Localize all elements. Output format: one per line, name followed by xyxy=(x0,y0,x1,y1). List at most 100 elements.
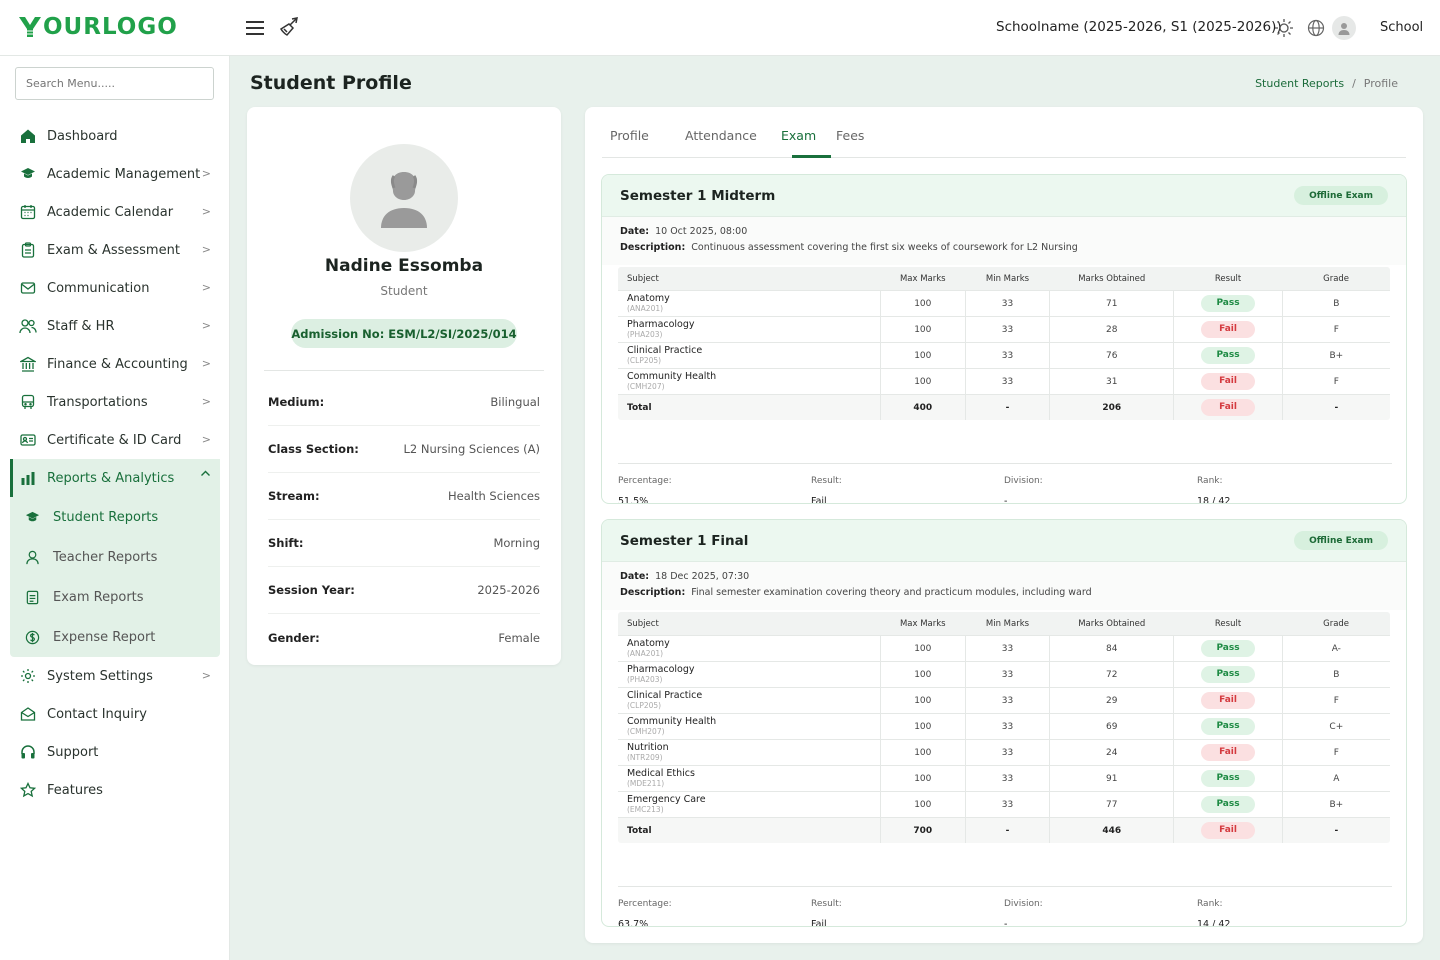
sun-icon[interactable] xyxy=(1273,17,1295,39)
marks-obtained-cell: 29 xyxy=(1049,687,1174,714)
school-session-label[interactable]: Schoolname (2025-2026, S1 (2025-2026)) xyxy=(996,19,1282,35)
summary-value: 51.5% xyxy=(618,496,649,504)
graduation-cap-icon xyxy=(24,509,40,525)
profile-tabs: Profile Attendance Exam Fees xyxy=(602,107,1406,158)
summary-label: Result: xyxy=(811,476,842,486)
max-marks-cell: 100 xyxy=(879,316,966,343)
grade-cell: B+ xyxy=(1281,791,1390,818)
sidebar-item-reports-analytics[interactable]: Reports & Analytics xyxy=(10,459,220,497)
sidebar-item-transportations[interactable]: Transportations > xyxy=(10,383,220,421)
summary-label: Division: xyxy=(1004,899,1043,909)
max-marks-cell: 100 xyxy=(879,713,966,740)
profile-detail-key: Class Section: xyxy=(268,442,359,456)
sidebar-item-certificate-id-card[interactable]: Certificate & ID Card > xyxy=(10,421,220,459)
clear-cache-icon[interactable] xyxy=(278,16,300,38)
sidebar-item-academic-calendar[interactable]: Academic Calendar > xyxy=(10,193,220,231)
tab-fees[interactable]: Fees xyxy=(836,128,865,143)
sidebar-item-contact-inquiry[interactable]: Contact Inquiry xyxy=(10,695,220,733)
submenu-item-label: Expense Report xyxy=(53,629,156,645)
home-icon xyxy=(19,127,37,145)
envelope-open-icon xyxy=(19,705,37,723)
sidebar-item-communication[interactable]: Communication > xyxy=(10,269,220,307)
summary-label: Rank: xyxy=(1197,476,1223,486)
grade-cell: B+ xyxy=(1281,342,1390,369)
result-badge: Fail xyxy=(1201,744,1256,761)
user-role-label[interactable]: School xyxy=(1380,20,1424,35)
result-badge: Fail xyxy=(1201,822,1256,839)
marks-obtained-cell: 91 xyxy=(1049,765,1174,792)
total-label: Total xyxy=(618,394,881,420)
subject-code: (NTR209) xyxy=(627,753,663,762)
sidebar-item-exam-assessment[interactable]: Exam & Assessment > xyxy=(10,231,220,269)
grade-cell: F xyxy=(1281,739,1390,766)
exam-card-header: Semester 1 Final Offline Exam xyxy=(602,520,1406,562)
min-marks-cell: 33 xyxy=(964,635,1050,662)
tab-exam[interactable]: Exam xyxy=(781,128,817,143)
profile-detail-value: Health Sciences xyxy=(448,489,540,503)
description-label: Description: xyxy=(620,587,686,598)
submenu-item-expense-report[interactable]: Expense Report xyxy=(10,617,220,657)
active-tab-indicator xyxy=(792,155,831,158)
summary-value: Fail xyxy=(811,496,827,504)
menu-toggle-icon[interactable] xyxy=(244,18,266,38)
table-row: Pharmacology (PHA203) 100 33 72 Pass B xyxy=(618,661,1390,688)
tab-attendance[interactable]: Attendance xyxy=(685,128,757,143)
submenu-item-label: Exam Reports xyxy=(53,589,144,605)
sidebar-item-staff-hr[interactable]: Staff & HR > xyxy=(10,307,220,345)
marks-obtained-cell: 28 xyxy=(1049,316,1174,343)
breadcrumb-student-reports[interactable]: Student Reports xyxy=(1255,77,1345,90)
total-result-cell: Fail xyxy=(1173,817,1283,843)
submenu-item-student-reports[interactable]: Student Reports xyxy=(10,497,220,537)
grade-cell: A- xyxy=(1281,635,1390,662)
min-marks-cell: 33 xyxy=(964,765,1050,792)
profile-detail-value: Female xyxy=(498,630,540,645)
sidebar-item-features[interactable]: Features xyxy=(10,771,220,809)
subject-cell: Pharmacology (PHA203) xyxy=(618,316,881,343)
subject-code: (PHA203) xyxy=(627,675,663,684)
chevron-right-icon: > xyxy=(201,243,211,256)
sidebar-item-label: Exam & Assessment xyxy=(47,242,180,258)
marks-obtained-cell: 69 xyxy=(1049,713,1174,740)
subject-cell: Anatomy (ANA201) xyxy=(618,635,881,662)
tab-profile[interactable]: Profile xyxy=(610,128,649,143)
total-grade-cell: - xyxy=(1281,394,1390,420)
result-badge: Pass xyxy=(1201,347,1256,364)
summary-value: - xyxy=(1004,919,1008,927)
logo[interactable]: OURLOGO xyxy=(18,14,178,40)
result-badge: Pass xyxy=(1201,295,1256,312)
mail-icon xyxy=(19,279,37,297)
total-row: Total 400-206 Fail - xyxy=(618,394,1390,420)
exam-type-badge: Offline Exam xyxy=(1294,186,1388,205)
id-card-icon xyxy=(19,431,37,449)
grade-cell: B xyxy=(1281,661,1390,688)
sidebar-item-system-settings[interactable]: System Settings > xyxy=(10,657,220,695)
profile-detail-key: Session Year: xyxy=(268,583,355,597)
table-row: Community Health (CMH207) 100 33 69 Pass C+ xyxy=(618,713,1390,740)
total-max-cell: 400 xyxy=(879,394,966,420)
exam-card: Semester 1 Midterm Offline Exam Date: 10 Oc… xyxy=(601,174,1407,504)
submenu-item-exam-reports[interactable]: Exam Reports xyxy=(10,577,220,617)
total-obtained-cell: 446 xyxy=(1049,817,1174,843)
total-grade-cell: - xyxy=(1281,817,1390,843)
sidebar-item-finance-accounting[interactable]: Finance & Accounting > xyxy=(10,345,220,383)
user-avatar[interactable] xyxy=(1332,16,1356,40)
min-marks-cell: 33 xyxy=(964,316,1050,343)
sidebar-item-academic-management[interactable]: Academic Management > xyxy=(10,155,220,193)
chevron-right-icon: > xyxy=(201,205,211,218)
submenu-item-teacher-reports[interactable]: Teacher Reports xyxy=(10,537,220,577)
date-label: Date: xyxy=(620,571,650,582)
exam-type-badge: Offline Exam xyxy=(1294,531,1388,550)
sidebar-item-support[interactable]: Support xyxy=(10,733,220,771)
sidebar: Dashboard Academic Management > Academic… xyxy=(0,56,230,960)
subject-code: (ANA201) xyxy=(627,304,664,313)
sidebar-item-label: Features xyxy=(47,782,103,798)
max-marks-cell: 100 xyxy=(879,791,966,818)
globe-icon[interactable] xyxy=(1305,17,1327,39)
result-badge: Pass xyxy=(1201,718,1256,735)
search-menu-input[interactable] xyxy=(15,67,214,100)
user-icon xyxy=(24,549,40,565)
profile-detail-row: Class Section: L2 Nursing Sciences (A) xyxy=(268,426,540,473)
subject-name: Community Health xyxy=(627,371,717,382)
sidebar-item-dashboard[interactable]: Dashboard xyxy=(10,117,220,155)
chevron-right-icon: > xyxy=(201,433,211,446)
